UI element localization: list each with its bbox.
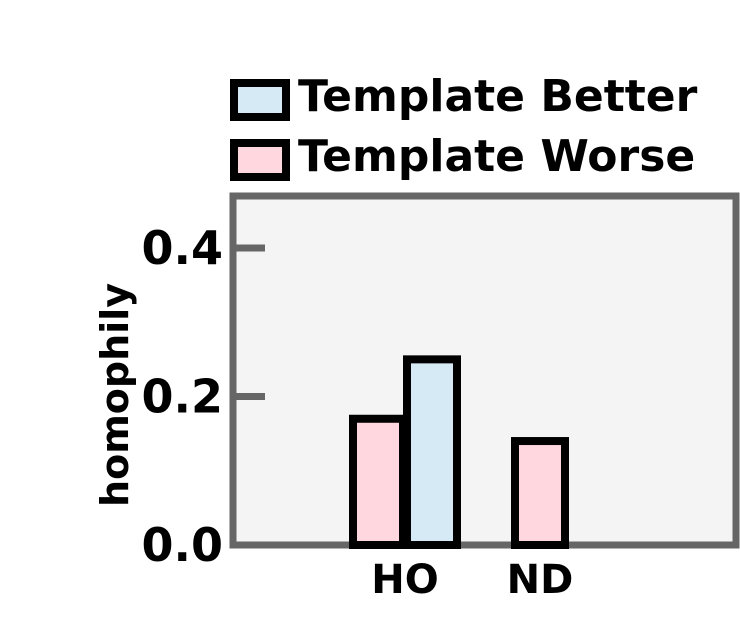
y-axis: 0.0 0.2 0.4	[142, 221, 265, 572]
legend-label: Template Worse	[298, 131, 695, 182]
bar-ho-template-worse	[349, 414, 407, 549]
y-tick-label: 0.4	[142, 221, 224, 275]
legend-swatch	[230, 79, 290, 121]
legend-label: Template Better	[298, 71, 698, 122]
y-axis-label: homophily	[93, 283, 137, 507]
bar-ho-template-better	[403, 355, 461, 549]
bar-nd-template-worse	[511, 437, 569, 549]
x-axis: HO ND	[371, 557, 573, 603]
bars-group	[349, 355, 569, 549]
x-tick-label: ND	[507, 557, 574, 603]
x-tick-label: HO	[371, 557, 438, 603]
y-tick-label: 0.0	[142, 518, 224, 572]
y-tick-label: 0.2	[142, 369, 224, 423]
legend-swatch	[230, 139, 290, 181]
plot-area	[229, 192, 740, 549]
legend: Template Better Template Worse	[230, 71, 698, 182]
